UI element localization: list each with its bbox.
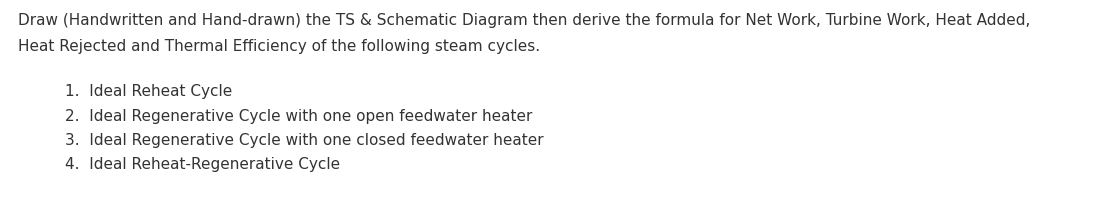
Text: 4.  Ideal Reheat-Regenerative Cycle: 4. Ideal Reheat-Regenerative Cycle: [65, 158, 340, 172]
Text: 1.  Ideal Reheat Cycle: 1. Ideal Reheat Cycle: [65, 84, 232, 99]
Text: Draw (Handwritten and Hand-drawn) the TS & Schematic Diagram then derive the for: Draw (Handwritten and Hand-drawn) the TS…: [18, 13, 1031, 28]
Text: Heat Rejected and Thermal Efficiency of the following steam cycles.: Heat Rejected and Thermal Efficiency of …: [18, 40, 540, 55]
Text: 3.  Ideal Regenerative Cycle with one closed feedwater heater: 3. Ideal Regenerative Cycle with one clo…: [65, 133, 544, 148]
Text: 2.  Ideal Regenerative Cycle with one open feedwater heater: 2. Ideal Regenerative Cycle with one ope…: [65, 109, 532, 124]
